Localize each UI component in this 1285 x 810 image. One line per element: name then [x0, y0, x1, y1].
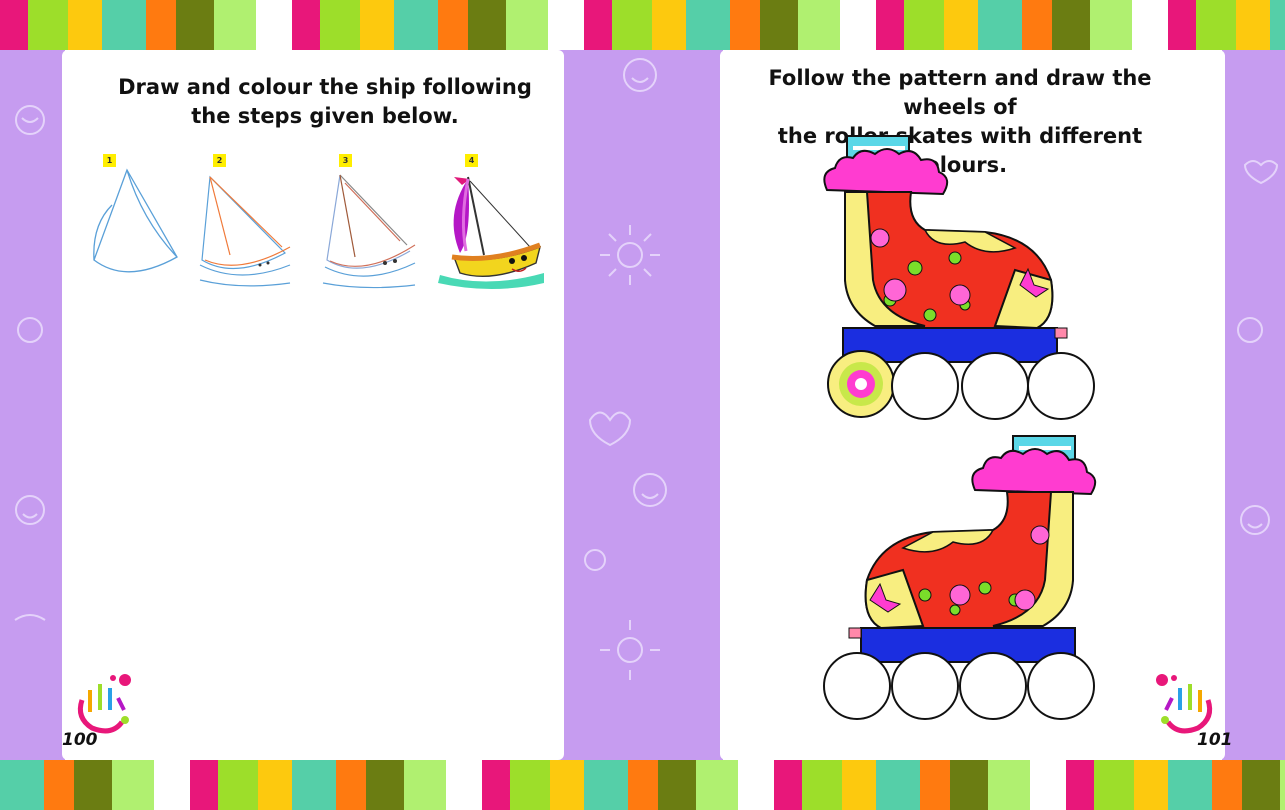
stripe-block — [978, 0, 1022, 50]
stripe-block — [1168, 0, 1196, 50]
stripe-block — [944, 0, 978, 50]
stripe-block — [1242, 760, 1280, 810]
stripe-block — [510, 760, 550, 810]
stripe-block — [1134, 760, 1168, 810]
stripe-block — [258, 760, 292, 810]
bottom-color-stripe — [0, 760, 1285, 810]
stripe-block — [1270, 0, 1285, 50]
stripe-block — [218, 760, 258, 810]
stripe-block — [612, 0, 652, 50]
stripe-block — [292, 0, 320, 50]
stripe-block — [190, 760, 218, 810]
stripe-block — [686, 0, 730, 50]
stripe-block — [798, 0, 840, 50]
stripe-block — [1132, 0, 1168, 50]
stripe-block — [438, 0, 468, 50]
stripe-block — [360, 0, 394, 50]
stripe-block — [146, 0, 176, 50]
stripe-block — [774, 760, 802, 810]
right-title-line-1: Follow the pattern and draw the wheels o… — [768, 66, 1152, 119]
stripe-block — [920, 760, 950, 810]
stripe-block — [730, 0, 760, 50]
stripe-block — [336, 760, 366, 810]
stripe-block — [696, 760, 738, 810]
top-color-stripe — [0, 0, 1285, 50]
stripe-block — [1196, 0, 1236, 50]
stripe-block — [802, 760, 842, 810]
left-page-title: Draw and colour the ship following the s… — [110, 73, 540, 131]
step-label-1: 1 — [103, 154, 116, 167]
stripe-block — [628, 760, 658, 810]
stripe-block — [652, 0, 686, 50]
stripe-block — [74, 760, 112, 810]
stripe-block — [68, 0, 102, 50]
stripe-block — [0, 0, 28, 50]
stripe-block — [256, 0, 292, 50]
stripe-block — [154, 760, 190, 810]
stripe-block — [112, 760, 154, 810]
sailboat-step-1-icon — [93, 168, 178, 273]
stripe-block — [102, 0, 146, 50]
stripe-block — [1212, 760, 1242, 810]
stripe-block — [468, 0, 506, 50]
stripe-block — [1030, 760, 1066, 810]
stripe-block — [1090, 0, 1132, 50]
stripe-block — [760, 0, 798, 50]
step-label-4: 4 — [465, 154, 478, 167]
stripe-block — [738, 760, 774, 810]
stripe-block — [1066, 760, 1094, 810]
left-title-line-1: Draw and colour the ship following — [118, 75, 532, 99]
stripe-block — [446, 760, 482, 810]
stripe-block — [548, 0, 584, 50]
stripe-block — [176, 0, 214, 50]
stripe-block — [904, 0, 944, 50]
left-title-line-2: the steps given below. — [191, 104, 459, 128]
page-number-left: 100 — [62, 730, 98, 750]
stripe-block — [876, 0, 904, 50]
center-border — [558, 50, 723, 760]
right-border — [1222, 50, 1285, 760]
stripe-block — [1022, 0, 1052, 50]
left-page — [62, 50, 564, 760]
stripe-block — [1280, 760, 1285, 810]
roller-skate-bottom-icon — [823, 435, 1097, 720]
roller-skate-top-icon — [823, 135, 1095, 420]
stripe-block — [988, 760, 1030, 810]
stripe-block — [214, 0, 256, 50]
stripe-block — [482, 760, 510, 810]
stripe-block — [840, 0, 876, 50]
handprint-right-icon — [1156, 674, 1213, 734]
stripe-block — [876, 760, 920, 810]
stripe-block — [1168, 760, 1212, 810]
stripe-block — [584, 0, 612, 50]
page-number-right: 101 — [1197, 730, 1233, 750]
stripe-block — [292, 760, 336, 810]
stripe-block — [320, 0, 360, 50]
sailboat-step-2-icon — [199, 175, 291, 287]
stripe-block — [842, 760, 876, 810]
sailboat-step-3-icon — [322, 174, 416, 289]
stripe-block — [550, 760, 584, 810]
stripe-block — [1236, 0, 1270, 50]
stripe-block — [506, 0, 548, 50]
stripe-block — [44, 760, 74, 810]
step-label-3: 3 — [339, 154, 352, 167]
step-label-2: 2 — [213, 154, 226, 167]
left-border — [0, 50, 65, 760]
stripe-block — [366, 760, 404, 810]
sailboat-step-4-icon — [438, 176, 544, 289]
stripe-block — [394, 0, 438, 50]
stripe-block — [584, 760, 628, 810]
stripe-block — [950, 760, 988, 810]
stripe-block — [404, 760, 446, 810]
stripe-block — [1052, 0, 1090, 50]
stripe-block — [1094, 760, 1134, 810]
handprint-icon — [77, 674, 131, 734]
stripe-block — [28, 0, 68, 50]
stripe-block — [658, 760, 696, 810]
stripe-block — [0, 760, 44, 810]
